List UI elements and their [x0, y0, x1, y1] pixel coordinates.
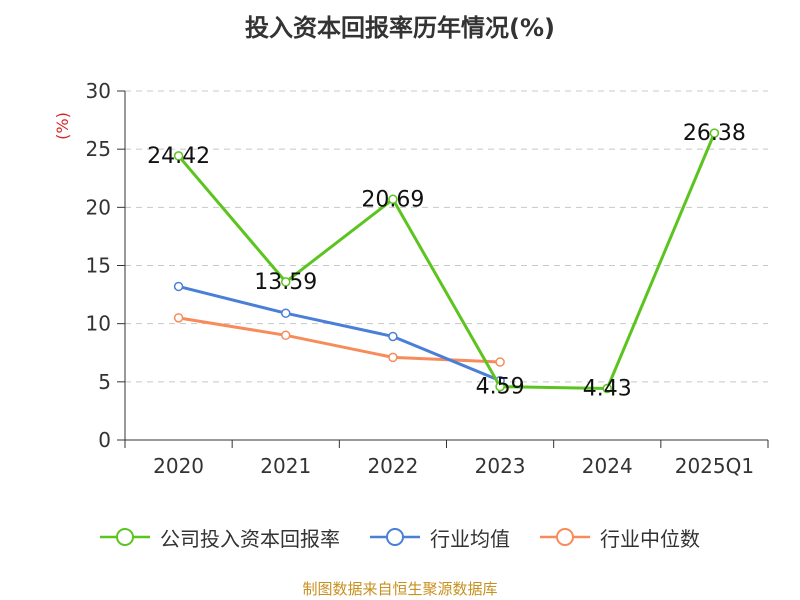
legend-label: 公司投入资本回报率 — [160, 526, 340, 551]
data-point — [388, 352, 398, 363]
y-tick-label: 5 — [98, 370, 111, 394]
legend-item: 行业中位数 — [540, 523, 700, 552]
x-tick-label: 2021 — [260, 454, 311, 478]
data-label: 26.38 — [683, 121, 746, 146]
data-point — [709, 128, 720, 138]
data-point — [281, 330, 291, 341]
data-label: 20.69 — [361, 187, 424, 212]
chart-title: 投入资本回报率历年情况(%) — [245, 14, 555, 42]
data-label: 4.43 — [583, 376, 632, 401]
data-point — [495, 357, 505, 367]
legend-swatch-icon — [540, 526, 590, 548]
legend-item: 行业均值 — [370, 523, 510, 552]
data-point — [495, 381, 505, 392]
y-tick-label: 0 — [98, 428, 111, 452]
data-point — [173, 313, 184, 323]
data-point — [173, 151, 184, 161]
data-point — [281, 308, 291, 318]
legend: 公司投入资本回报率 行业均值 行业中位数 — [0, 520, 800, 554]
data-point — [388, 331, 398, 342]
legend-item: 公司投入资本回报率 — [100, 523, 340, 552]
data-label: 4.59 — [476, 375, 525, 400]
data-point — [173, 281, 184, 292]
x-tick-label: 2020 — [153, 454, 204, 478]
data-label: 13.59 — [254, 270, 317, 295]
x-tick-label: 2024 — [582, 454, 633, 478]
data-point — [281, 277, 291, 287]
y-tick-label: 30 — [86, 79, 111, 103]
y-tick-label: 10 — [86, 312, 111, 336]
series-line — [178, 284, 501, 383]
legend-label: 行业均值 — [430, 526, 510, 551]
x-tick-label: 2025Q1 — [675, 454, 754, 478]
source-note: 制图数据来自恒生聚源数据库 — [302, 580, 498, 598]
y-tick-label: 15 — [86, 254, 111, 278]
legend-swatch-icon — [370, 526, 420, 548]
legend-swatch-icon — [100, 526, 150, 548]
data-point — [388, 194, 398, 205]
y-tick-label: 20 — [86, 195, 111, 219]
y-axis-label: (%) — [53, 112, 72, 140]
data-point — [602, 383, 612, 394]
y-tick-label: 25 — [86, 137, 111, 161]
x-tick-label: 2023 — [475, 454, 526, 478]
x-tick-label: 2022 — [367, 454, 418, 478]
series-line — [177, 132, 716, 390]
legend-label: 行业中位数 — [600, 526, 700, 551]
data-label: 24.42 — [147, 144, 210, 169]
